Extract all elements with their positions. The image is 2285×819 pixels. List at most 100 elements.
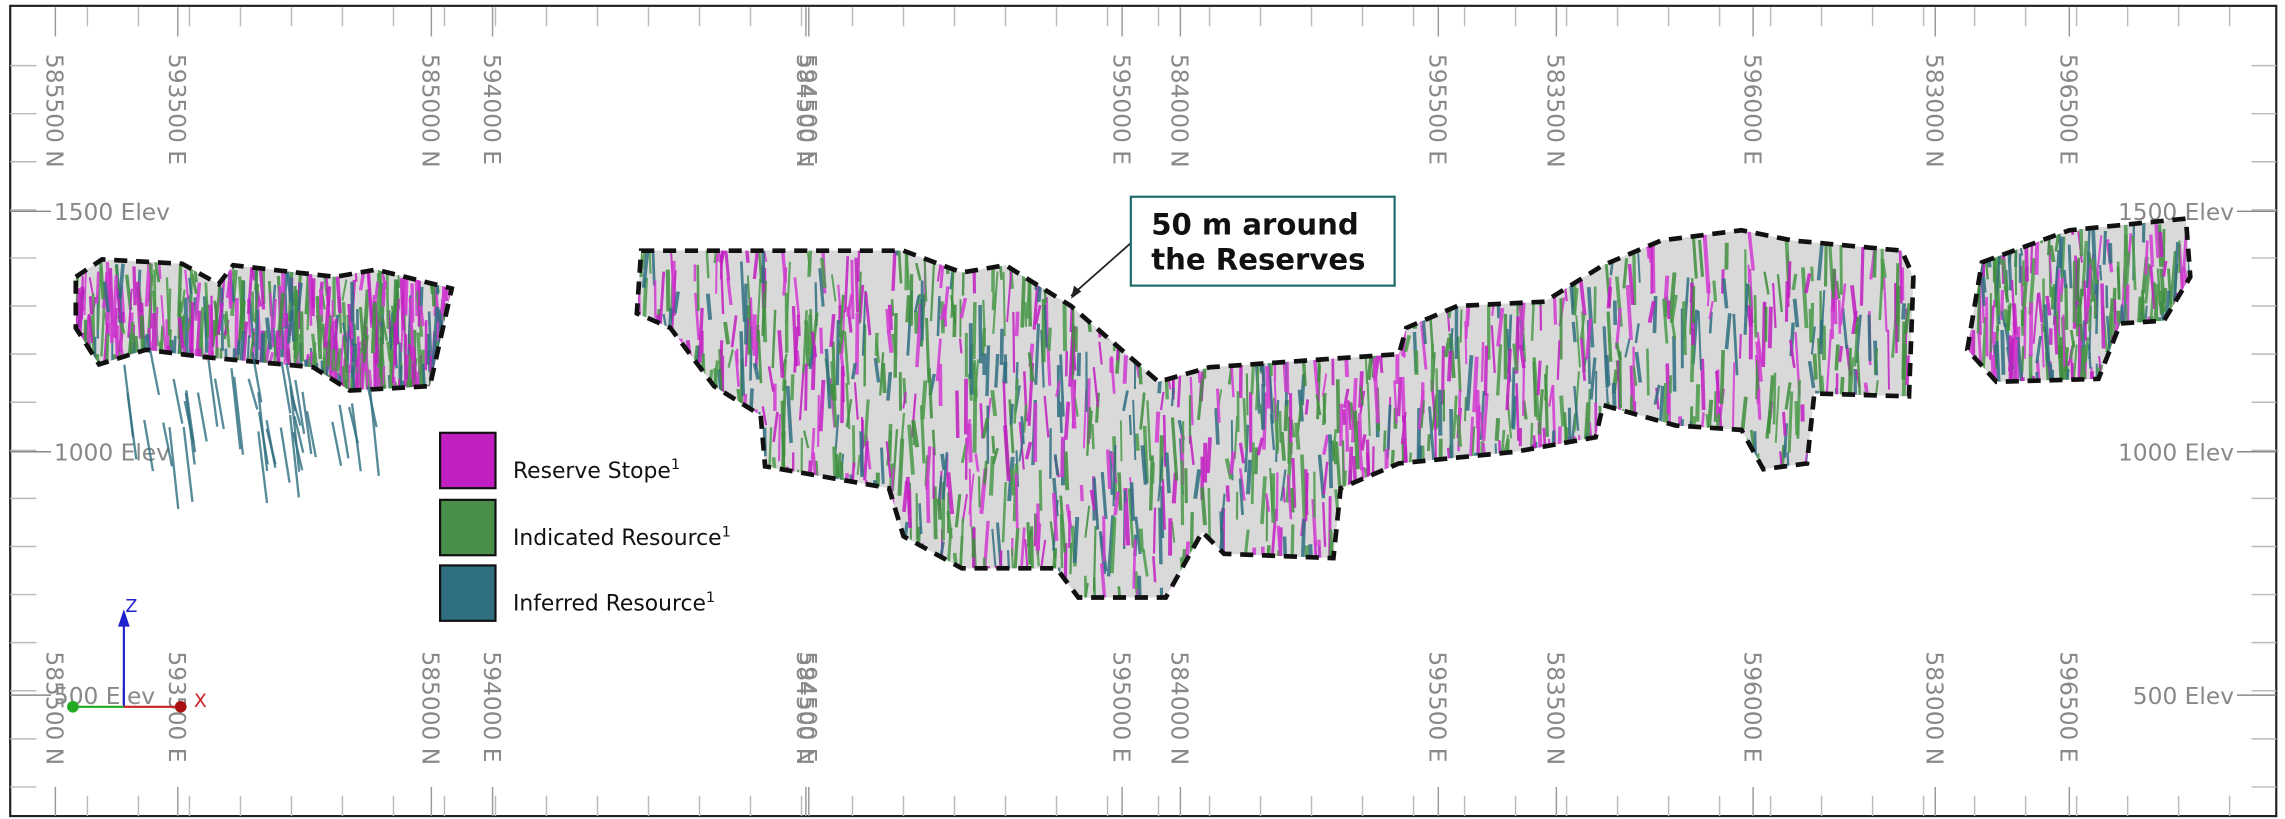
streak <box>1483 345 1489 397</box>
streak <box>1990 299 1996 338</box>
streak <box>1810 266 1814 282</box>
streak <box>1141 548 1149 577</box>
streak <box>1334 441 1342 489</box>
streak <box>2169 250 2177 305</box>
streak <box>1403 334 1411 353</box>
streak <box>1571 321 1577 343</box>
streak <box>2180 234 2188 298</box>
streak <box>1214 408 1220 445</box>
streak <box>838 294 845 338</box>
streak <box>301 391 313 455</box>
streak <box>1255 358 1260 411</box>
streak <box>1732 313 1739 376</box>
streak <box>1559 395 1566 427</box>
streak <box>2000 258 2009 291</box>
streak <box>256 309 259 360</box>
streak <box>819 257 827 289</box>
streak <box>350 321 354 340</box>
streak <box>416 332 424 390</box>
grid-label: 593500 E <box>163 54 190 165</box>
streak <box>210 295 214 358</box>
streak <box>1382 430 1387 452</box>
streak <box>1774 386 1780 443</box>
streak <box>890 299 895 317</box>
streak <box>873 357 881 383</box>
streak <box>1784 281 1789 322</box>
streak <box>248 331 255 362</box>
streak <box>2050 286 2056 310</box>
streak <box>177 317 185 349</box>
grid-label: 584500 N <box>791 54 818 168</box>
streak <box>1468 416 1474 460</box>
elev-label: 1000 Elev <box>54 440 170 467</box>
streak <box>2087 344 2092 369</box>
streak <box>958 338 963 354</box>
streak <box>2067 244 2073 289</box>
streak <box>194 282 202 321</box>
streak <box>2052 266 2059 325</box>
streak <box>299 311 305 362</box>
streak <box>1188 435 1195 466</box>
streak <box>2085 227 2091 289</box>
streak <box>1672 335 1677 392</box>
streak <box>224 311 231 348</box>
streak <box>2116 266 2121 300</box>
streak <box>1901 303 1907 320</box>
streak <box>289 277 296 342</box>
streak <box>1070 379 1077 429</box>
streak <box>880 447 885 484</box>
streak <box>2084 337 2090 363</box>
streak <box>1265 366 1271 409</box>
streak <box>1083 575 1088 598</box>
streak <box>1995 341 2002 382</box>
streak <box>1505 348 1512 411</box>
streak <box>1632 246 1637 306</box>
streak <box>1300 454 1307 519</box>
streak <box>1816 245 1824 281</box>
streak <box>1475 389 1481 429</box>
streak <box>77 286 85 334</box>
streak <box>2013 338 2019 380</box>
streak <box>1731 362 1736 428</box>
streak <box>1706 283 1711 307</box>
streak <box>1882 276 1888 332</box>
elev-label: 500 Elev <box>2133 683 2234 710</box>
streak <box>1898 246 1903 304</box>
elev-label: 1000 Elev <box>2118 440 2234 467</box>
streak <box>1755 341 1763 382</box>
streak <box>1047 327 1052 352</box>
streak <box>417 272 421 327</box>
streak <box>843 256 850 313</box>
streak <box>1060 436 1065 478</box>
callout-box <box>1129 195 1396 287</box>
streak <box>1009 468 1016 496</box>
streak <box>2010 279 2017 339</box>
streak <box>2053 316 2059 355</box>
streak <box>2048 245 2056 263</box>
legend-text: Reserve Stope <box>513 459 671 484</box>
streak <box>1132 399 1137 461</box>
grid-label: 583000 N <box>1921 54 1948 168</box>
streak <box>339 334 345 376</box>
streak <box>2059 337 2065 382</box>
streak <box>1359 386 1364 406</box>
streak <box>1743 283 1749 335</box>
legend-superscript: 1 <box>671 456 680 473</box>
streak <box>905 295 911 323</box>
streak <box>1579 314 1586 339</box>
streak <box>109 322 114 343</box>
streak <box>1593 286 1597 324</box>
streak <box>1586 287 1595 348</box>
streak <box>1396 376 1403 417</box>
streak <box>1536 360 1542 396</box>
streak <box>1250 442 1255 505</box>
streak <box>1464 320 1468 365</box>
streak <box>2090 258 2099 285</box>
grid: 585500 N 593500 E 585000 N 594000 E 584500 N… <box>10 7 2277 817</box>
streak <box>1712 280 1718 302</box>
streak <box>168 329 172 347</box>
grid-label: 585500 N <box>41 54 68 168</box>
streak <box>381 317 389 341</box>
streak <box>818 268 825 307</box>
